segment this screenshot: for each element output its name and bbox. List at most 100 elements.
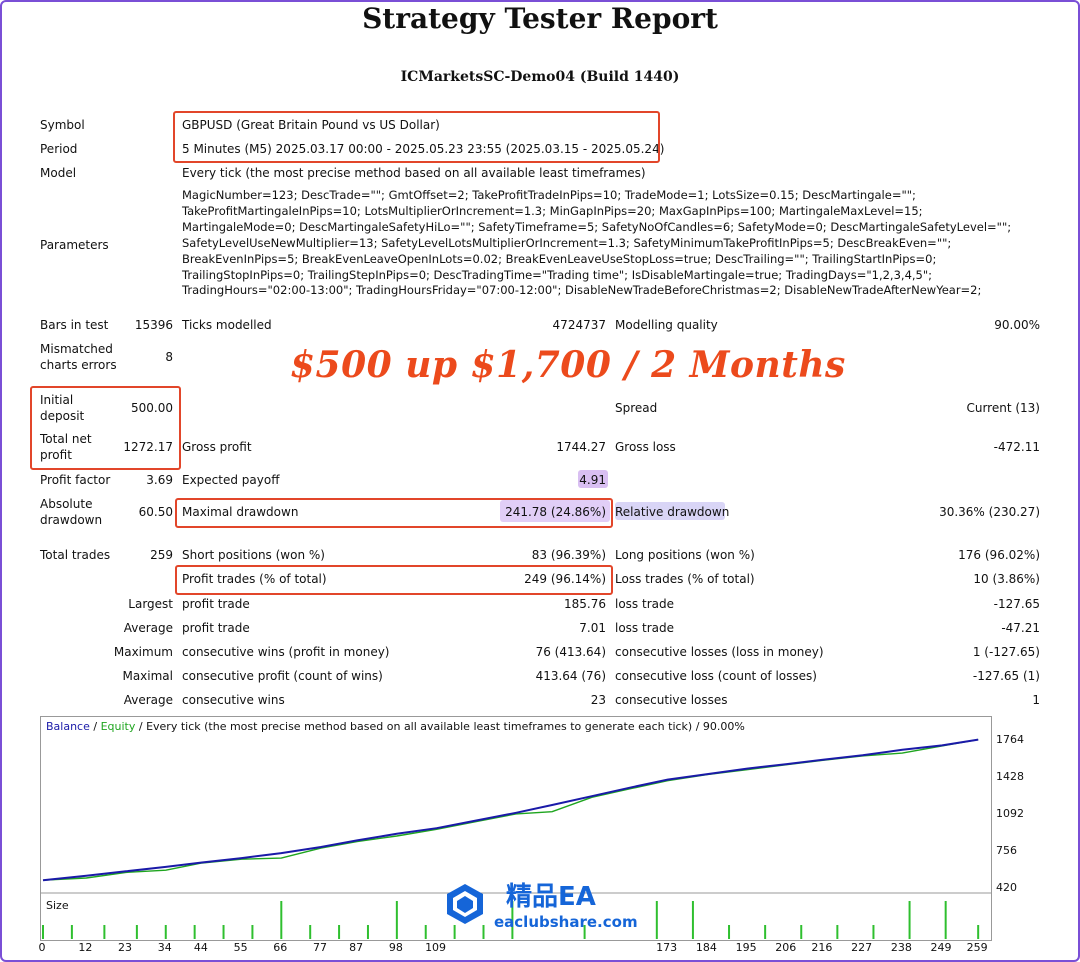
ticks-label: Ticks modelled: [182, 318, 272, 332]
ticks-value: 4724737: [552, 318, 606, 332]
highlight-profit-trades: [175, 565, 613, 595]
long-value: 176 (96.02%): [958, 548, 1040, 562]
eaclub-logo-icon: [447, 884, 483, 924]
avg-losses-value: 1: [1032, 693, 1040, 707]
maximal-profit-label: consecutive profit (count of wins): [182, 669, 383, 683]
pf-value: 3.69: [146, 473, 173, 487]
chart-legend: Balance / Equity / Every tick (the most …: [46, 720, 745, 733]
model-label: Model: [40, 166, 77, 180]
model-value: Every tick (the most precise method base…: [182, 166, 646, 180]
reldd-label: Relative drawdown: [615, 505, 730, 519]
payoff-value: 4.91: [579, 473, 606, 487]
gross-profit-label: Gross profit: [182, 440, 252, 454]
x-tick-label: 0: [38, 941, 46, 954]
maximum-label: Maximum: [113, 645, 173, 659]
mismatch-label-1: Mismatched: [40, 342, 113, 356]
spread-value: Current (13): [966, 401, 1040, 415]
avg-wins-label: consecutive wins: [182, 693, 285, 707]
x-tick-label: 259: [966, 941, 988, 954]
symbol-label: Symbol: [40, 118, 85, 132]
maximal-loss-value: -127.65 (1): [972, 669, 1040, 683]
server-name: ICMarketsSC-Demo04 (Build 1440): [400, 69, 680, 85]
payoff-label: Expected payoff: [182, 473, 280, 487]
parameters-line: MartingaleMode=0; DescMartingaleSafetyHi…: [182, 219, 1012, 234]
watermark-url: eaclubshare.com: [494, 913, 638, 931]
x-tick-label: 34: [157, 941, 172, 954]
x-tick-label: 173: [656, 941, 678, 954]
largest-loss-value: -127.65: [993, 597, 1040, 611]
balance-line: [42, 738, 979, 882]
equity-line: [42, 738, 979, 881]
legend-description: / Every tick (the most precise method ba…: [135, 720, 745, 733]
x-tick-label: 44: [193, 941, 208, 954]
purple-smear-1: [578, 470, 608, 488]
absdd-value: 60.50: [138, 505, 173, 519]
size-label: Size: [46, 899, 69, 912]
parameters-line: TradingHours="02:00-13:00"; TradingHours…: [182, 283, 982, 298]
short-label: Short positions (won %): [182, 548, 325, 562]
period-value: 5 Minutes (M5) 2025.03.17 00:00 - 2025.0…: [182, 142, 665, 156]
reldd-value: 30.36% (230.27): [939, 505, 1040, 519]
pf-label: Profit factor: [40, 473, 111, 487]
balance-chart: [40, 716, 992, 941]
max-wins-label: consecutive wins (profit in money): [182, 645, 390, 659]
x-tick-label: 87: [349, 941, 364, 954]
deposit-label-2: deposit: [40, 409, 85, 423]
average-profit-label: profit trade: [182, 621, 250, 635]
x-tick-label: 238: [890, 941, 912, 954]
loss-trades-label: Loss trades (% of total): [615, 572, 755, 586]
largest-loss-label: loss trade: [615, 597, 674, 611]
parameters-line: TakeProfitMartingaleInPips=10; LotsMulti…: [182, 203, 923, 218]
x-tick-label: 66: [273, 941, 288, 954]
maximal-loss-label: consecutive loss (count of losses): [615, 669, 817, 683]
period-label: Period: [40, 142, 78, 156]
average-loss-value: -47.21: [1001, 621, 1040, 635]
largest-profit-value: 185.76: [564, 597, 606, 611]
max-losses-label: consecutive losses (loss in money): [615, 645, 824, 659]
highlight-max-drawdown: [175, 498, 613, 528]
x-tick-label: 195: [735, 941, 757, 954]
x-tick-label: 98: [388, 941, 403, 954]
maximal-profit-value: 413.64 (76): [535, 669, 606, 683]
mismatch-label-2: charts errors: [40, 358, 117, 372]
promo-text: $500 up $1,700 / 2 Months: [290, 344, 846, 386]
highlight-deposit-net: [30, 386, 181, 470]
largest-label: Largest: [128, 597, 173, 611]
average-profit-value: 7.01: [579, 621, 606, 635]
absdd-label-2: drawdown: [40, 513, 103, 527]
report-title: Strategy Tester Report: [362, 2, 718, 35]
total-trades-label: Total trades: [40, 548, 111, 562]
x-tick-label: 216: [811, 941, 833, 954]
total-trades-value: 259: [150, 548, 173, 562]
symbol-value: GBPUSD (Great Britain Pound vs US Dollar…: [182, 118, 440, 132]
parameters-label: Parameters: [40, 238, 109, 252]
x-tick-label: 12: [78, 941, 93, 954]
gross-profit-value: 1744.27: [556, 440, 606, 454]
average-loss-label: loss trade: [615, 621, 674, 635]
y-tick-label: 756: [996, 843, 1017, 857]
legend-equity: Equity: [100, 720, 136, 733]
legend-separator: /: [89, 720, 101, 733]
quality-label: Modelling quality: [615, 318, 718, 332]
max-losses-value: 1 (-127.65): [972, 645, 1040, 659]
highlight-symbol-period: [173, 111, 660, 163]
net-label-2: profit: [40, 448, 72, 462]
absdd-label-1: Absolute: [40, 497, 93, 511]
x-tick-label: 55: [233, 941, 248, 954]
profit-trades-label: Profit trades (% of total): [182, 572, 327, 586]
short-value: 83 (96.39%): [531, 548, 606, 562]
maxdd-label: Maximal drawdown: [182, 505, 299, 519]
net-value: 1272.17: [123, 440, 173, 454]
x-tick-label: 109: [425, 941, 447, 954]
net-label-1: Total net: [40, 432, 92, 446]
legend-balance: Balance: [46, 720, 90, 733]
purple-smear-3: [615, 502, 725, 520]
parameters-line: SafetyLevelUseNewMultiplier=13; SafetyLe…: [182, 235, 952, 250]
x-tick-label: 23: [118, 941, 133, 954]
max-wins-value: 76 (413.64): [535, 645, 606, 659]
parameters-line: TrailingStopInPips=0; TrailingStepInPips…: [182, 267, 933, 282]
deposit-value: 500.00: [131, 401, 173, 415]
mismatch-value: 8: [165, 350, 173, 364]
maxdd-value: 241.78 (24.86%): [505, 505, 606, 519]
bars-label: Bars in test: [40, 318, 109, 332]
